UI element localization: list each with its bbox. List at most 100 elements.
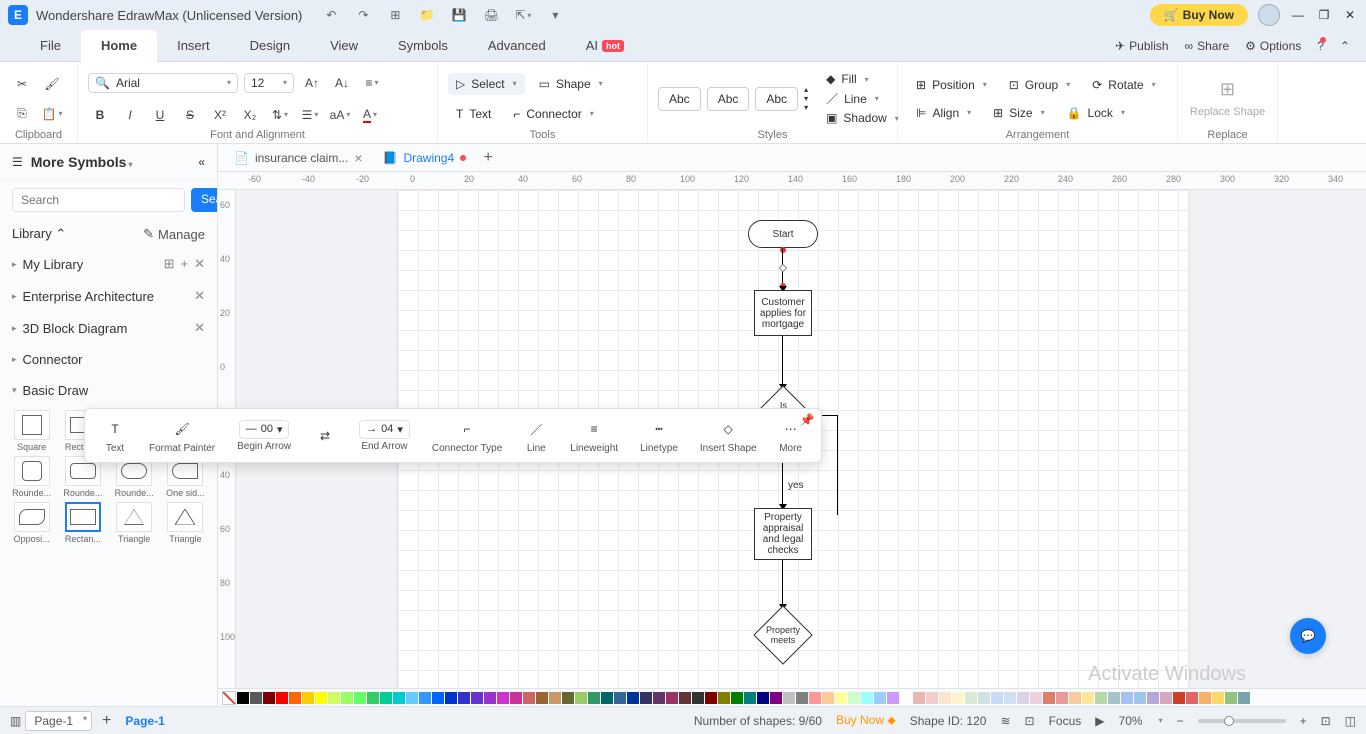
section-basic-draw[interactable]: ▾Basic Draw <box>0 375 217 406</box>
color-swatch[interactable] <box>926 692 938 704</box>
tab-insurance[interactable]: 📄 insurance claim... × <box>224 144 373 172</box>
superscript-icon[interactable]: X² <box>208 103 232 127</box>
focus-label[interactable]: Focus <box>1049 714 1082 728</box>
color-swatch[interactable] <box>822 692 834 704</box>
color-swatch[interactable] <box>536 692 548 704</box>
section-enterprise[interactable]: ▸Enterprise Architecture✕ <box>0 280 217 312</box>
style-up-icon[interactable]: ▴ <box>804 85 808 94</box>
subscript-icon[interactable]: X₂ <box>238 103 262 127</box>
italic-icon[interactable]: I <box>118 103 142 127</box>
chat-fab[interactable]: 💬 <box>1290 618 1326 654</box>
color-swatch[interactable] <box>419 692 431 704</box>
color-swatch[interactable] <box>406 692 418 704</box>
ft-format-painter[interactable]: 🖌Format Painter <box>141 415 223 456</box>
color-swatch[interactable] <box>1212 692 1224 704</box>
sidebar-collapse-icon[interactable]: « <box>198 155 205 169</box>
color-swatch[interactable] <box>1082 692 1094 704</box>
color-swatch[interactable] <box>601 692 613 704</box>
connector-line[interactable] <box>837 415 838 515</box>
color-swatch[interactable] <box>1030 692 1042 704</box>
color-swatch[interactable] <box>887 692 899 704</box>
font-name-select[interactable]: 🔍 Arial▾ <box>88 73 238 93</box>
color-none[interactable] <box>222 691 236 705</box>
menu-advanced[interactable]: Advanced <box>468 30 566 62</box>
shape-rounded1[interactable]: Rounde... <box>8 456 55 498</box>
add-icon[interactable]: + <box>181 256 189 272</box>
size-btn[interactable]: ⊞ Size▾ <box>985 102 1052 124</box>
menu-file[interactable]: File <box>20 30 81 62</box>
shape-tool[interactable]: ▭ Shape▾ <box>531 73 611 95</box>
present-icon[interactable]: ▶ <box>1095 714 1104 728</box>
symbol-search-input[interactable] <box>12 188 185 212</box>
strike-icon[interactable]: S <box>178 103 202 127</box>
cut-icon[interactable]: ✂ <box>10 72 34 96</box>
tab-drawing4[interactable]: 📘 Drawing4 <box>373 144 477 172</box>
publish-link[interactable]: ✈ Publish <box>1115 39 1168 53</box>
color-swatch[interactable] <box>614 692 626 704</box>
color-swatch[interactable] <box>1173 692 1185 704</box>
save-icon[interactable]: 💾 <box>450 6 468 24</box>
hamburger-icon[interactable]: ☰ <box>12 155 23 169</box>
color-swatch[interactable] <box>263 692 275 704</box>
color-swatch[interactable] <box>1069 692 1081 704</box>
color-swatch[interactable] <box>744 692 756 704</box>
format-painter-icon[interactable]: 🖌 <box>40 72 64 96</box>
tab-close-icon[interactable]: × <box>354 150 362 166</box>
color-swatch[interactable] <box>497 692 509 704</box>
focus-icon[interactable]: ⊡ <box>1025 714 1035 728</box>
minimize-icon[interactable]: — <box>1290 7 1306 23</box>
color-swatch[interactable] <box>1238 692 1250 704</box>
menu-symbols[interactable]: Symbols <box>378 30 468 62</box>
layers-icon[interactable]: ≋ <box>1000 714 1010 728</box>
page-add-icon[interactable]: + <box>102 712 111 730</box>
section-connector[interactable]: ▸Connector <box>0 344 217 375</box>
color-swatch[interactable] <box>653 692 665 704</box>
paste-icon[interactable]: 📋▾ <box>40 102 64 126</box>
style-more-icon[interactable]: ▾ <box>804 103 808 112</box>
fullscreen-icon[interactable]: ◫ <box>1345 714 1356 728</box>
section-mylibrary[interactable]: ▸My Library⊞+✕ <box>0 248 217 280</box>
position-btn[interactable]: ⊞ Position▾ <box>908 74 995 96</box>
style-preset-2[interactable]: Abc <box>707 87 750 111</box>
shadow-btn[interactable]: ▣ Shadow▾ <box>822 110 903 126</box>
font-size-select[interactable]: 12▾ <box>244 73 294 93</box>
tab-add-button[interactable]: + <box>476 146 500 170</box>
replace-shape-icon[interactable]: ⊞ <box>1220 79 1235 100</box>
case-icon[interactable]: aA▾ <box>328 103 352 127</box>
color-swatch[interactable] <box>705 692 717 704</box>
node-start[interactable]: Start <box>748 220 818 248</box>
page-select[interactable]: Page-1▾ <box>25 711 92 731</box>
color-swatch[interactable] <box>302 692 314 704</box>
line-spacing-icon[interactable]: ⇅▾ <box>268 103 292 127</box>
fit-icon[interactable]: ⊡ <box>1321 714 1331 728</box>
redo-icon[interactable]: ↷ <box>354 6 372 24</box>
style-preset-1[interactable]: Abc <box>658 87 701 111</box>
select-tool[interactable]: ▷ Select▾ <box>448 73 525 95</box>
color-swatch[interactable] <box>1004 692 1016 704</box>
bold-icon[interactable]: B <box>88 103 112 127</box>
align-btn[interactable]: ⊫ Align▾ <box>908 102 979 124</box>
menu-design[interactable]: Design <box>230 30 310 62</box>
font-color-icon[interactable]: A▾ <box>358 103 382 127</box>
color-swatch[interactable] <box>588 692 600 704</box>
color-swatch[interactable] <box>874 692 886 704</box>
color-swatch[interactable] <box>666 692 678 704</box>
color-swatch[interactable] <box>1043 692 1055 704</box>
color-swatch[interactable] <box>1225 692 1237 704</box>
color-swatch[interactable] <box>328 692 340 704</box>
shape-rectangle2[interactable]: Rectan... <box>59 502 106 544</box>
color-swatch[interactable] <box>458 692 470 704</box>
group-btn[interactable]: ⊡ Group▾ <box>1001 74 1078 96</box>
user-avatar[interactable] <box>1258 4 1280 26</box>
underline-icon[interactable]: U <box>148 103 172 127</box>
color-swatch[interactable] <box>952 692 964 704</box>
color-swatch[interactable] <box>640 692 652 704</box>
menu-ai[interactable]: AIhot <box>566 30 644 62</box>
color-swatch[interactable] <box>471 692 483 704</box>
maximize-icon[interactable]: ❐ <box>1316 7 1332 23</box>
color-swatch[interactable] <box>731 692 743 704</box>
color-swatch[interactable] <box>354 692 366 704</box>
rotate-btn[interactable]: ⟳ Rotate▾ <box>1084 74 1163 96</box>
color-swatch[interactable] <box>913 692 925 704</box>
color-swatch[interactable] <box>991 692 1003 704</box>
